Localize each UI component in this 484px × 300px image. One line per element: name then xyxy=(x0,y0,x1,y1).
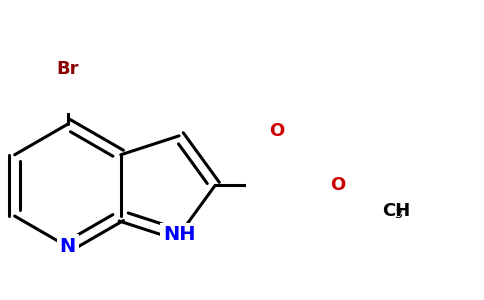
Text: O: O xyxy=(330,176,345,194)
Text: CH: CH xyxy=(382,202,410,220)
Text: O: O xyxy=(269,122,284,140)
Text: NH: NH xyxy=(163,226,196,244)
Text: N: N xyxy=(60,237,76,256)
Text: 3: 3 xyxy=(394,208,402,221)
Text: Br: Br xyxy=(57,60,79,78)
